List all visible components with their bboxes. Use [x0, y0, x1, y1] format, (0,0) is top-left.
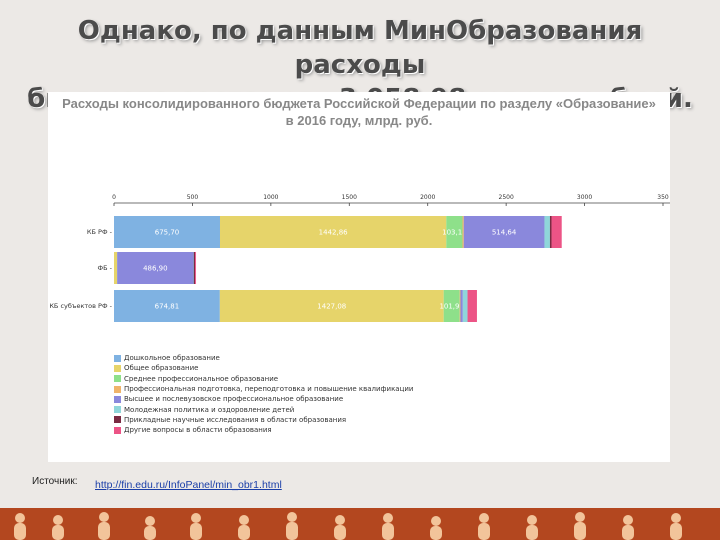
legend-label: Общее образование: [124, 364, 199, 373]
bar-segment: [544, 216, 550, 248]
x-tick-label: 1500: [342, 194, 357, 201]
bar-segment: [193, 252, 196, 284]
legend-item: Прикладные научные исследования в област…: [114, 415, 413, 425]
bar-segment: [114, 216, 220, 248]
legend-swatch: [114, 385, 121, 393]
category-label: КБ РФ -: [87, 228, 113, 236]
bar-data-label: 514,64: [492, 229, 517, 237]
chart-title: Расходы консолидированного бюджета Росси…: [48, 95, 670, 129]
x-tick-label: 1000: [263, 194, 278, 201]
legend-label: Высшее и послевузовское профессиональное…: [124, 395, 344, 404]
bar-data-label: 101,96: [439, 303, 464, 311]
bar-segment: [462, 290, 468, 322]
bar-segment: [460, 290, 463, 322]
bar-segment: [117, 252, 194, 284]
legend-item: Высшее и послевузовское профессиональное…: [114, 394, 413, 404]
legend-swatch: [114, 395, 121, 403]
legend-label: Другие вопросы в области образования: [124, 426, 272, 435]
bar-segment: [551, 216, 562, 248]
source-link[interactable]: http://fin.edu.ru/InfoPanel/min_obr1.htm…: [95, 479, 282, 491]
x-tick-label: 2000: [420, 194, 435, 201]
bar-data-label: 103,10: [442, 229, 467, 237]
x-tick-label: 0: [112, 194, 116, 201]
category-label: КБ субъектов РФ -: [49, 302, 112, 310]
source-row: Источник: http://fin.edu.ru/InfoPanel/mi…: [28, 474, 678, 494]
bar-segment: [459, 290, 461, 322]
legend-swatch: [114, 426, 121, 434]
legend-item: Другие вопросы в области образования: [114, 425, 413, 435]
bar-data-label: 486,90: [143, 265, 168, 273]
bar-segment: [114, 290, 220, 322]
legend-swatch: [114, 364, 121, 372]
decorative-footer-band: [0, 508, 720, 540]
bar-segment: [114, 252, 118, 284]
x-tick-label: 3000: [577, 194, 592, 201]
legend-item: Общее образование: [114, 363, 413, 373]
legend-label: Дошкольное образование: [124, 354, 220, 363]
bar-data-label: 1427,08: [317, 303, 346, 311]
bar-data-label: 674,81: [155, 303, 180, 311]
legend-swatch: [114, 354, 121, 362]
bar-segment: [463, 216, 545, 248]
bar-data-label: 675,70: [155, 229, 180, 237]
bar-segment: [219, 216, 447, 248]
legend-item: Среднее профессиональное образование: [114, 374, 413, 384]
bar-segment: [446, 216, 463, 248]
bar-segment: [219, 290, 444, 322]
x-tick-label: 500: [187, 194, 199, 201]
legend-label: Прикладные научные исследования в област…: [124, 415, 347, 424]
chart-legend: Дошкольное образование Общее образование С…: [114, 353, 413, 435]
legend-item: Молодежная политика и оздоровление детей: [114, 404, 413, 414]
category-label: ФБ -: [98, 264, 113, 272]
legend-swatch: [114, 375, 121, 383]
bar-segment: [443, 290, 460, 322]
x-tick-label: 350: [657, 194, 669, 201]
x-tick-label: 2500: [499, 194, 514, 201]
legend-label: Молодежная политика и оздоровление детей: [124, 405, 295, 414]
legend-label: Среднее профессиональное образование: [124, 374, 279, 383]
bar-data-label: 1442,86: [319, 229, 348, 237]
legend-item: Профессиональная подготовка, переподгото…: [114, 384, 413, 394]
audience-silhouettes-decoration: [14, 512, 682, 540]
chart-title-line-2: в 2016 году, млрд. руб.: [285, 113, 433, 128]
bar-segment: [462, 216, 464, 248]
bar-segment: [467, 290, 477, 322]
bar-segment: [549, 216, 552, 248]
chart-panel: Расходы консолидированного бюджета Росси…: [48, 92, 670, 462]
legend-label: Профессиональная подготовка, переподгото…: [124, 385, 414, 394]
legend-swatch: [114, 406, 121, 414]
chart-title-line-1: Расходы консолидированного бюджета Росси…: [62, 96, 656, 111]
stacked-bar-chart: 0 500 1000 1500 2000 2500 3000 350 КБ РФ - ФБ - КБ…: [49, 194, 670, 322]
legend-item: Дошкольное образование: [114, 353, 413, 363]
bar-segment: [195, 252, 197, 284]
source-label: Источник:: [32, 476, 78, 487]
slide-title-line-1: Однако, по данным МинОбразования расходы: [77, 16, 643, 80]
legend-swatch: [114, 416, 121, 424]
